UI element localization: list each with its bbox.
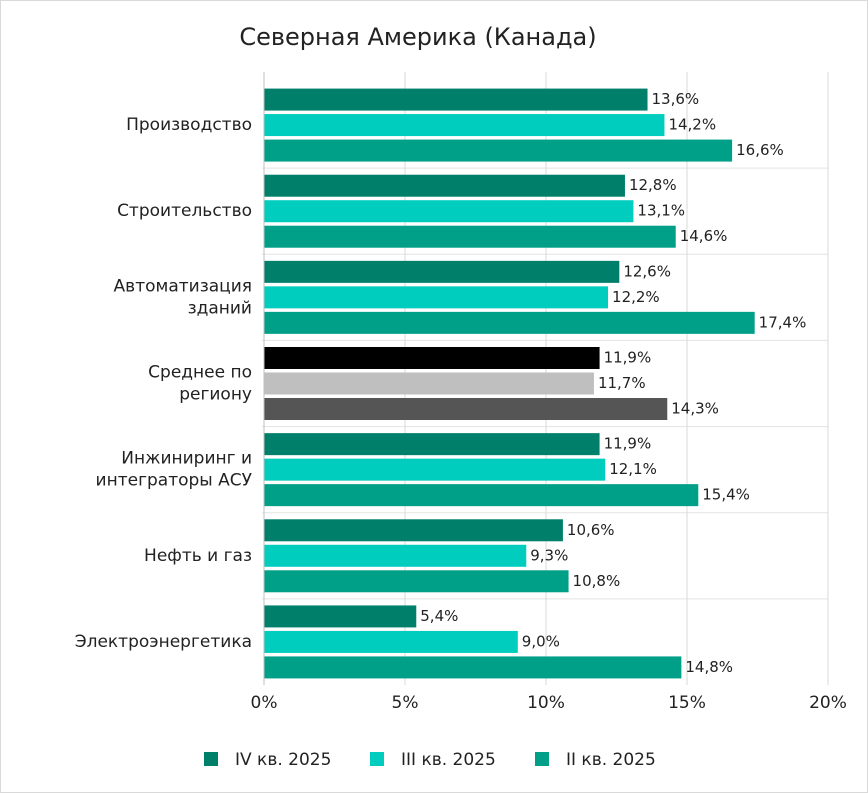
value-label: 13,1% bbox=[637, 202, 685, 220]
bar bbox=[264, 372, 594, 395]
bar bbox=[264, 88, 648, 111]
y-tick-label: Автоматизация зданий bbox=[114, 276, 252, 318]
y-tick-label: Электроэнергетика bbox=[75, 632, 252, 652]
chart-title: Северная Америка (Канада) bbox=[239, 23, 596, 51]
y-tick-label-line: Производство bbox=[126, 115, 252, 135]
y-tick-label-line: Автоматизация bbox=[114, 276, 252, 296]
value-label: 10,6% bbox=[567, 521, 615, 539]
y-tick-label: Строительство bbox=[117, 201, 252, 221]
y-tick-label: Производство bbox=[126, 115, 252, 135]
value-label: 11,9% bbox=[604, 349, 652, 367]
bar bbox=[264, 260, 620, 283]
bar bbox=[264, 605, 417, 628]
legend-swatch bbox=[204, 752, 218, 766]
value-label: 12,2% bbox=[612, 288, 660, 306]
value-label: 9,0% bbox=[522, 632, 560, 650]
bar bbox=[264, 630, 518, 653]
value-label: 14,3% bbox=[671, 400, 719, 418]
value-label: 12,6% bbox=[623, 262, 671, 280]
legend-label: III кв. 2025 bbox=[401, 750, 496, 770]
x-tick-label: 20% bbox=[809, 693, 847, 713]
bar bbox=[264, 225, 676, 248]
y-tick-label: Нефть и газ bbox=[144, 546, 252, 566]
value-label: 14,8% bbox=[685, 658, 733, 676]
value-label: 14,2% bbox=[668, 116, 716, 134]
bar bbox=[264, 484, 699, 507]
value-label: 5,4% bbox=[420, 607, 458, 625]
bar bbox=[264, 200, 634, 223]
y-tick-label-line: Среднее по bbox=[148, 363, 252, 383]
bar bbox=[264, 519, 563, 542]
y-tick-label-line: зданий bbox=[188, 298, 252, 318]
value-label: 11,7% bbox=[598, 374, 646, 392]
bar bbox=[264, 544, 527, 567]
bar bbox=[264, 139, 733, 162]
y-tick-label: Инжиниринг и интеграторы АСУ bbox=[96, 449, 253, 491]
bar bbox=[264, 347, 600, 369]
y-tick-label: Среднее по региону bbox=[148, 363, 252, 405]
bar bbox=[264, 114, 665, 137]
value-label: 15,4% bbox=[702, 486, 750, 504]
bar bbox=[264, 656, 682, 679]
value-label: 14,6% bbox=[680, 227, 728, 245]
legend-label: IV кв. 2025 bbox=[235, 750, 331, 770]
y-tick-label-line: интеграторы АСУ bbox=[96, 471, 253, 491]
value-label: 16,6% bbox=[736, 141, 784, 159]
value-label: 13,6% bbox=[652, 90, 700, 108]
bar bbox=[264, 311, 755, 334]
bar bbox=[264, 570, 569, 593]
legend-label: II кв. 2025 bbox=[566, 750, 656, 770]
y-tick-label-line: Электроэнергетика bbox=[75, 632, 252, 652]
y-tick-label-line: региону bbox=[179, 385, 252, 405]
bar bbox=[264, 398, 668, 420]
y-tick-label-line: Инжиниринг и bbox=[121, 449, 252, 469]
value-label: 12,1% bbox=[609, 460, 657, 478]
y-tick-label-line: Нефть и газ bbox=[144, 546, 252, 566]
value-label: 11,9% bbox=[604, 435, 652, 453]
bar bbox=[264, 433, 600, 456]
value-label: 12,8% bbox=[629, 176, 677, 194]
x-tick-label: 5% bbox=[392, 693, 419, 713]
x-tick-label: 10% bbox=[527, 693, 565, 713]
x-tick-label: 15% bbox=[668, 693, 706, 713]
value-label: 9,3% bbox=[530, 546, 568, 564]
bar bbox=[264, 458, 606, 481]
value-label: 17,4% bbox=[759, 313, 807, 331]
x-tick-label: 0% bbox=[251, 693, 278, 713]
bar bbox=[264, 286, 609, 309]
legend-swatch bbox=[370, 752, 384, 766]
legend-swatch bbox=[535, 752, 549, 766]
y-tick-label-line: Строительство bbox=[117, 201, 252, 221]
bar bbox=[264, 174, 625, 197]
value-label: 10,8% bbox=[573, 572, 621, 590]
